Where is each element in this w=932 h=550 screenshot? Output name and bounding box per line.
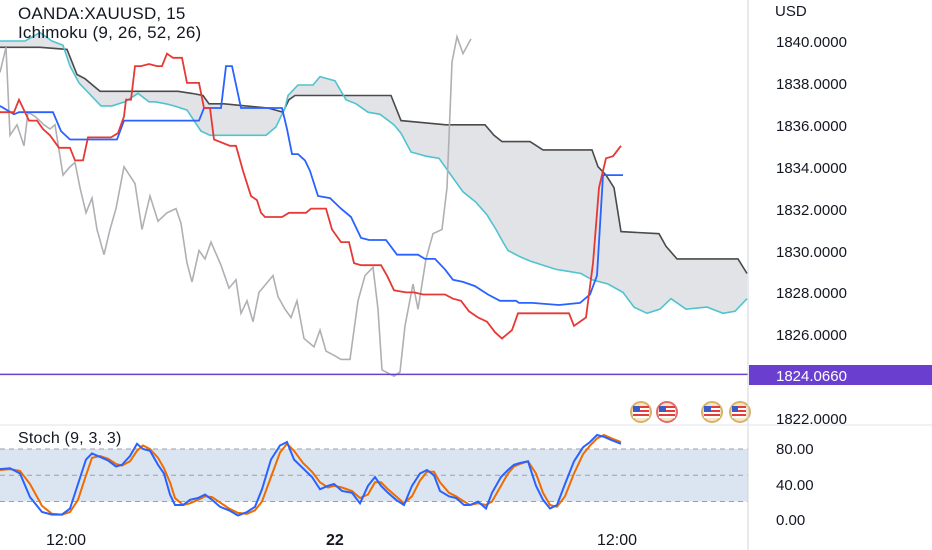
stoch-tick-label: 0.00 bbox=[776, 512, 805, 529]
price-tick-label: 1826.0000 bbox=[776, 327, 847, 344]
tenkan-sen-line bbox=[0, 52, 622, 340]
symbol-legend[interactable]: OANDA:XAUUSD, 15 bbox=[18, 4, 186, 23]
price-tick-label: 1836.0000 bbox=[776, 118, 847, 135]
stoch-axis[interactable]: 80.00 40.00 0.00 bbox=[776, 441, 814, 529]
price-axis-currency: USD bbox=[775, 3, 807, 20]
stoch-tick-label: 80.00 bbox=[776, 441, 814, 458]
time-axis[interactable]: 12:00 22 12:00 bbox=[46, 532, 637, 549]
price-tick-label: 1828.0000 bbox=[776, 285, 847, 302]
price-tick-label: 1830.0000 bbox=[776, 244, 847, 261]
price-tick-label: 1834.0000 bbox=[776, 160, 847, 177]
stoch-k-line bbox=[0, 433, 622, 517]
time-tick-label: 12:00 bbox=[597, 532, 637, 549]
chikou-span-line bbox=[0, 33, 472, 378]
price-tick-label: 1822.0000 bbox=[776, 411, 847, 428]
price-tick-label: 1838.0000 bbox=[776, 76, 847, 93]
current-price-label: 1824.0660 bbox=[776, 368, 847, 385]
us-flag-event-icon[interactable] bbox=[656, 401, 678, 423]
us-flag-event-icon[interactable] bbox=[630, 401, 652, 423]
ichimoku-legend[interactable]: Ichimoku (9, 26, 52, 26) bbox=[18, 23, 202, 42]
us-flag-event-icon[interactable] bbox=[701, 401, 723, 423]
current-price-tag[interactable]: 1824.0660 bbox=[749, 365, 932, 385]
economic-events[interactable] bbox=[630, 401, 751, 423]
ichimoku-cloud bbox=[0, 32, 747, 314]
us-flag-event-icon[interactable] bbox=[729, 401, 751, 423]
stoch-tick-label: 40.00 bbox=[776, 477, 814, 494]
senkou-span-b-line bbox=[0, 46, 748, 274]
time-tick-label: 22 bbox=[326, 532, 344, 549]
price-pane[interactable] bbox=[0, 31, 748, 378]
stoch-legend[interactable]: Stoch (9, 3, 3) bbox=[18, 430, 122, 447]
stoch-d-line bbox=[0, 433, 622, 516]
price-axis[interactable]: USD 1840.0000 1838.0000 1836.0000 1834.0… bbox=[775, 3, 847, 428]
price-tick-label: 1832.0000 bbox=[776, 202, 847, 219]
time-tick-label: 12:00 bbox=[46, 532, 86, 549]
stoch-pane[interactable] bbox=[0, 433, 748, 517]
kijun-sen-line bbox=[0, 65, 623, 306]
price-tick-label: 1840.0000 bbox=[776, 34, 847, 51]
